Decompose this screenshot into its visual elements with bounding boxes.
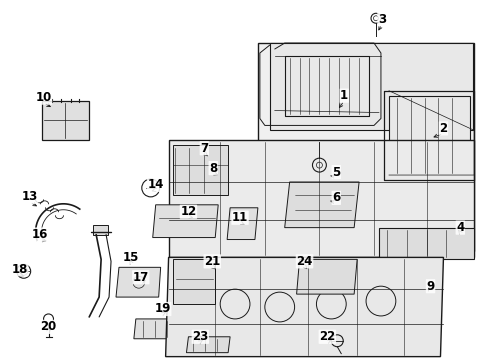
Polygon shape bbox=[172, 145, 228, 195]
Text: 11: 11 bbox=[231, 211, 247, 224]
Text: 10: 10 bbox=[35, 91, 52, 104]
Text: 14: 14 bbox=[147, 179, 163, 192]
Polygon shape bbox=[116, 267, 161, 297]
Text: 5: 5 bbox=[331, 166, 340, 179]
Text: 13: 13 bbox=[21, 190, 38, 203]
Polygon shape bbox=[165, 257, 443, 357]
Text: 18: 18 bbox=[12, 263, 28, 276]
Text: 3: 3 bbox=[377, 13, 385, 26]
Bar bbox=[93, 225, 108, 235]
Text: 9: 9 bbox=[426, 280, 434, 293]
Polygon shape bbox=[134, 319, 188, 339]
Text: 22: 22 bbox=[319, 330, 335, 343]
Polygon shape bbox=[296, 260, 356, 294]
Polygon shape bbox=[186, 337, 230, 353]
Text: 4: 4 bbox=[455, 221, 464, 234]
Polygon shape bbox=[226, 208, 257, 239]
Text: 7: 7 bbox=[200, 142, 208, 155]
Text: 8: 8 bbox=[209, 162, 217, 175]
Polygon shape bbox=[388, 96, 469, 175]
Text: 21: 21 bbox=[203, 255, 220, 268]
Text: 1: 1 bbox=[340, 89, 347, 102]
Text: 2: 2 bbox=[439, 122, 447, 135]
Polygon shape bbox=[168, 140, 473, 257]
Polygon shape bbox=[172, 260, 215, 304]
Text: 20: 20 bbox=[41, 320, 57, 333]
Text: 6: 6 bbox=[331, 192, 340, 204]
Polygon shape bbox=[378, 228, 473, 260]
Text: 15: 15 bbox=[122, 251, 139, 264]
Polygon shape bbox=[257, 43, 473, 251]
Text: 24: 24 bbox=[296, 255, 312, 268]
Polygon shape bbox=[152, 205, 218, 238]
Polygon shape bbox=[41, 100, 89, 140]
Text: 17: 17 bbox=[132, 271, 149, 284]
Text: 12: 12 bbox=[180, 205, 196, 218]
Text: 16: 16 bbox=[31, 228, 48, 241]
Text: 19: 19 bbox=[154, 302, 170, 315]
Text: 23: 23 bbox=[192, 330, 208, 343]
Polygon shape bbox=[269, 43, 472, 130]
Polygon shape bbox=[284, 182, 358, 228]
